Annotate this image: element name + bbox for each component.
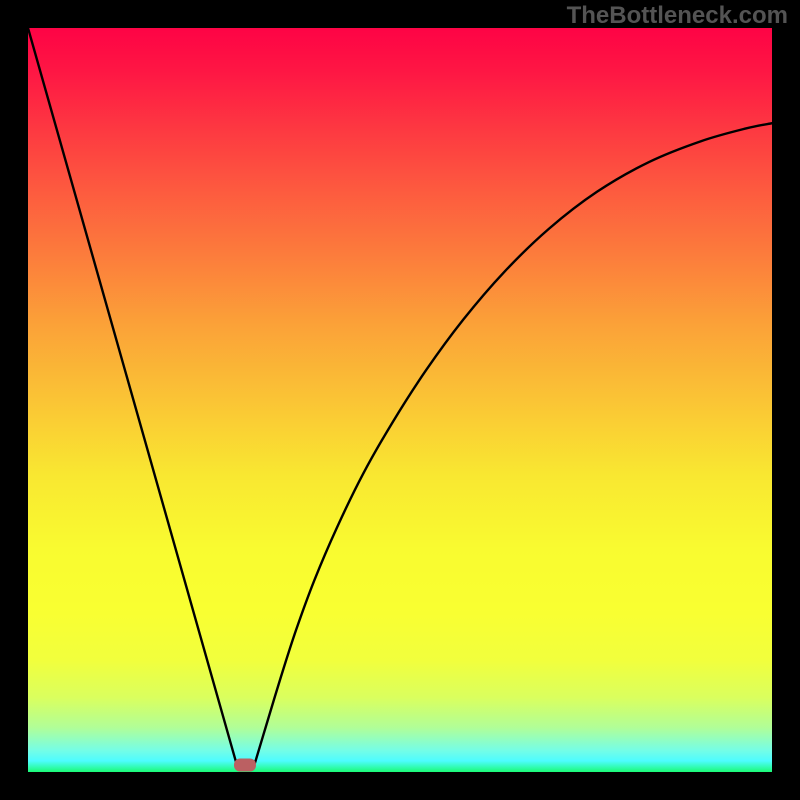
plot-area (28, 28, 772, 772)
curve-overlay (28, 28, 772, 772)
chart-root: TheBottleneck.com (0, 0, 800, 800)
minimum-marker (234, 758, 256, 771)
watermark-text: TheBottleneck.com (567, 2, 788, 30)
